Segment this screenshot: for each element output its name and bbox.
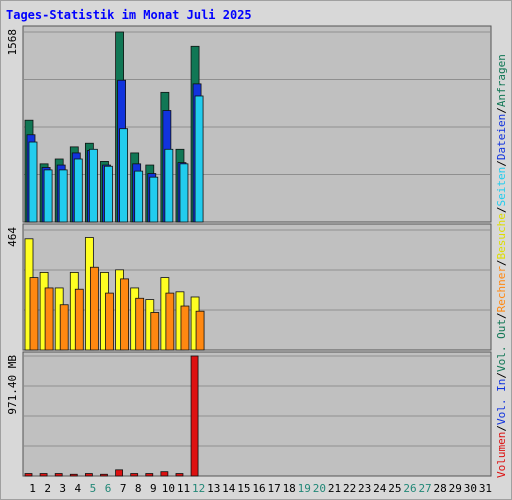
bar-volume-volumen-day-3 [54, 473, 63, 477]
legend-separator: / [495, 259, 508, 266]
x-tick-label-day-5: 5 [90, 482, 97, 495]
x-tick-label-day-13: 13 [207, 482, 220, 495]
x-tick-label-day-29: 29 [449, 482, 462, 495]
bar-volume-volumen-day-5 [84, 473, 93, 477]
bar-hits-seiten-day-1 [28, 141, 38, 223]
bar-hits-seiten-day-8 [134, 170, 144, 223]
bar-visits-rechner-day-8 [135, 297, 145, 351]
bar-volume-volumen-day-11 [175, 473, 184, 477]
bar-visits-rechner-day-4 [74, 288, 84, 351]
legend-entry-besuche: Besuche [495, 213, 508, 259]
bar-visits-rechner-day-5 [89, 266, 99, 351]
y-max-label-volume: 971.40 MB [6, 355, 19, 415]
bar-visits-rechner-day-2 [44, 287, 54, 351]
x-tick-label-day-8: 8 [135, 482, 142, 495]
bar-hits-seiten-day-5 [88, 148, 98, 223]
bar-visits-rechner-day-7 [120, 278, 129, 351]
legend-entry-vol-in: Vol. In [495, 379, 508, 425]
x-tick-label-day-11: 11 [177, 482, 190, 495]
x-tick-label-day-23: 23 [358, 482, 371, 495]
legend-entry-volumen: Volumen [495, 432, 508, 478]
x-tick-label-day-6: 6 [105, 482, 112, 495]
x-tick-label-day-3: 3 [59, 482, 66, 495]
x-tick-label-day-7: 7 [120, 482, 127, 495]
x-tick-label-day-15: 15 [237, 482, 250, 495]
bar-volume-volumen-day-2 [39, 473, 48, 477]
bar-volume-volumen-day-1 [24, 473, 33, 477]
x-tick-label-day-17: 17 [267, 482, 280, 495]
x-tick-label-day-2: 2 [44, 482, 51, 495]
bar-visits-rechner-day-11 [180, 305, 190, 351]
x-tick-label-day-16: 16 [252, 482, 265, 495]
bar-hits-seiten-day-11 [179, 163, 189, 223]
legend-entry-vol-out: Vol. Out [495, 319, 508, 372]
x-tick-label-day-12: 12 [192, 482, 205, 495]
right-legend: Volumen/Vol. In/Vol. Out/Rechner/Besuche… [495, 54, 508, 478]
bar-hits-seiten-day-2 [43, 169, 53, 223]
bar-hits-seiten-day-9 [149, 176, 159, 223]
x-tick-label-day-9: 9 [150, 482, 157, 495]
x-tick-label-day-22: 22 [343, 482, 356, 495]
x-tick-label-day-4: 4 [75, 482, 82, 495]
plot-area-volume [22, 351, 492, 477]
legend-entry-seiten: Seiten [495, 167, 508, 207]
x-tick-label-day-1: 1 [29, 482, 36, 495]
x-tick-label-day-21: 21 [328, 482, 341, 495]
x-tick-label-day-14: 14 [222, 482, 236, 495]
legend-separator: / [495, 160, 508, 167]
x-tick-label-day-26: 26 [403, 482, 416, 495]
legend-separator: / [495, 107, 508, 114]
bar-volume-volumen-day-10 [160, 471, 169, 477]
bar-volume-volumen-day-8 [130, 473, 139, 477]
bar-hits-seiten-day-3 [58, 169, 68, 223]
x-tick-label-day-20: 20 [313, 482, 326, 495]
bar-hits-seiten-day-12 [194, 95, 204, 223]
legend-separator: / [495, 206, 508, 213]
x-tick-label-day-30: 30 [464, 482, 477, 495]
y-max-label-visits: 464 [6, 227, 19, 247]
y-max-label-hits: 1568 [6, 29, 19, 56]
chart-title: Tages-Statistik im Monat Juli 2025 [6, 8, 252, 22]
x-tick-label-day-28: 28 [434, 482, 447, 495]
legend-entry-anfragen: Anfragen [495, 54, 508, 107]
legend-separator: / [495, 372, 508, 379]
bar-hits-seiten-day-10 [164, 148, 174, 223]
bar-visits-rechner-day-10 [165, 292, 175, 351]
legend-entry-rechner: Rechner [495, 266, 508, 313]
bar-visits-rechner-day-9 [150, 312, 160, 351]
bar-visits-rechner-day-6 [105, 292, 114, 351]
x-tick-label-day-27: 27 [418, 482, 431, 495]
bar-visits-rechner-day-1 [29, 277, 39, 351]
bar-hits-seiten-day-6 [104, 165, 113, 223]
x-tick-label-day-18: 18 [283, 482, 296, 495]
bar-hits-seiten-day-4 [73, 158, 83, 223]
bar-volume-volumen-day-7 [115, 469, 123, 477]
bar-hits-seiten-day-7 [119, 128, 128, 223]
bar-volume-volumen-day-4 [69, 473, 78, 477]
x-tick-label-day-25: 25 [388, 482, 401, 495]
x-tick-label-day-24: 24 [373, 482, 387, 495]
x-tick-label-day-31: 31 [479, 482, 492, 495]
bar-volume-volumen-day-9 [145, 473, 154, 477]
x-tick-label-day-19: 19 [298, 482, 311, 495]
legend-separator: / [495, 425, 508, 432]
bar-visits-rechner-day-3 [59, 304, 69, 351]
legend-entry-dateien: Dateien [495, 114, 508, 160]
legend-separator: / [495, 312, 508, 319]
bar-volume-volumen-day-6 [100, 473, 108, 477]
x-tick-label-day-10: 10 [162, 482, 175, 495]
bar-visits-rechner-day-12 [195, 310, 205, 351]
bar-volume-volumen-day-12 [190, 355, 199, 477]
